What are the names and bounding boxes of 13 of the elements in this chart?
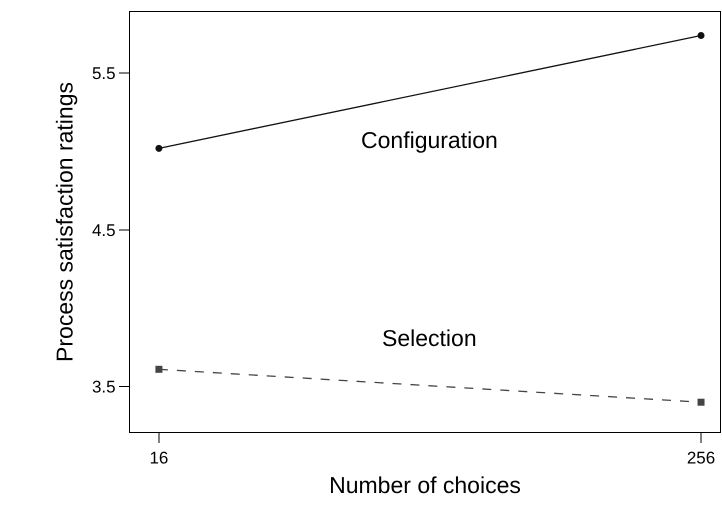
series-label: Configuration: [361, 127, 498, 153]
point: [155, 144, 162, 152]
point: [698, 398, 705, 406]
y-tick-label: 4.5: [92, 220, 116, 240]
point: [698, 32, 705, 40]
series-label: Selection: [382, 325, 477, 351]
x-axis-title: Number of choices: [329, 472, 521, 498]
x-tick-label: 16: [149, 448, 168, 468]
y-tick-label: 5.5: [92, 64, 116, 84]
point: [155, 366, 162, 373]
x-tick-label: 256: [686, 448, 716, 468]
y-tick-label: 3.5: [92, 378, 116, 396]
y-axis-title: Process satisfaction ratings: [51, 82, 78, 362]
